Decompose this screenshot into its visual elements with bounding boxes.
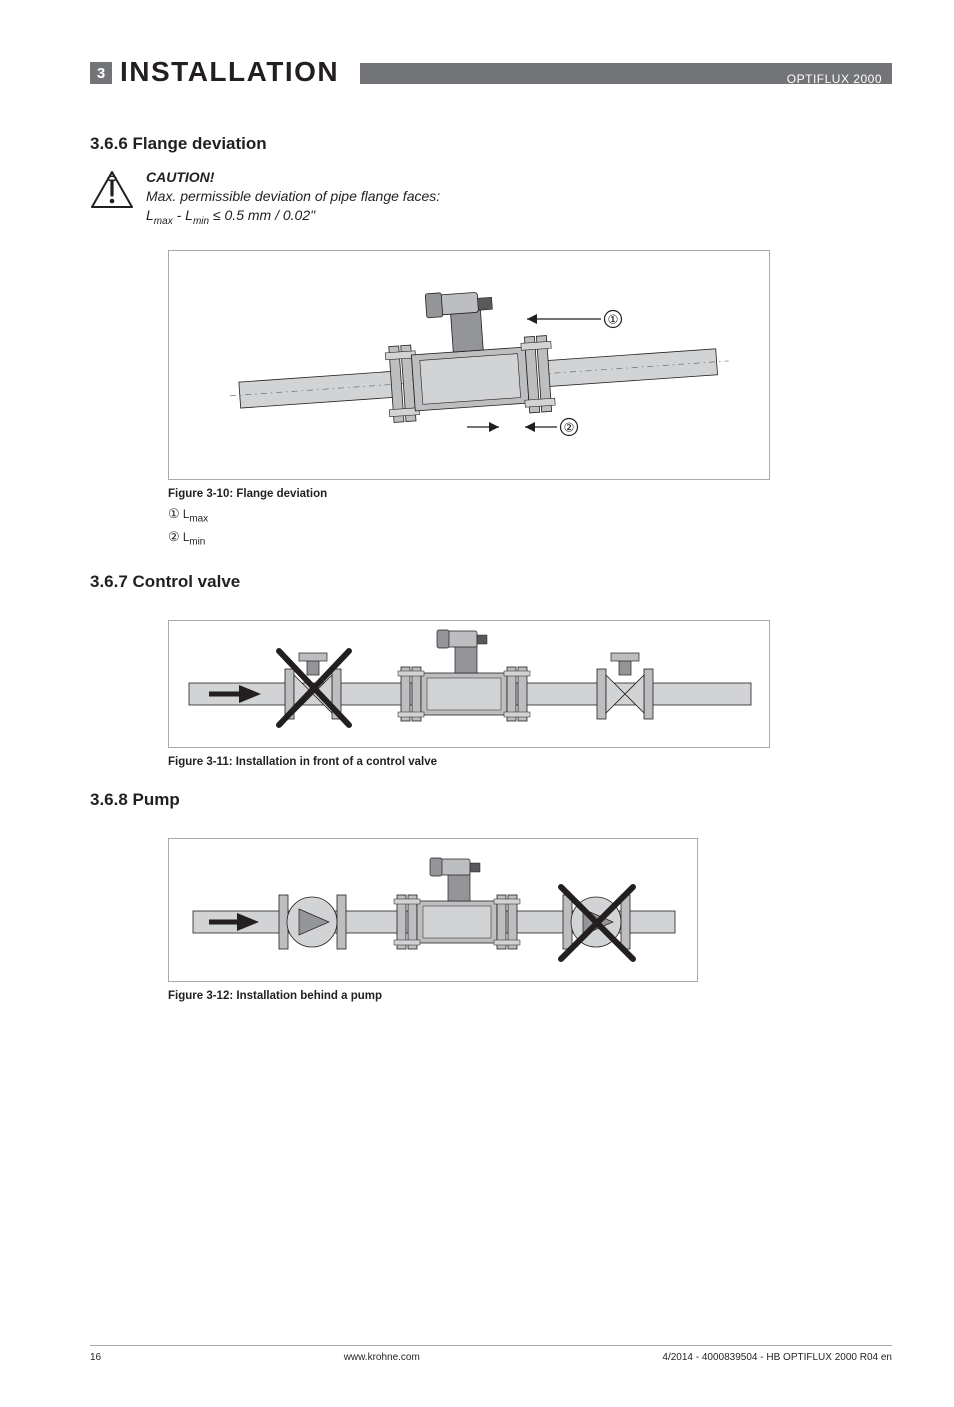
footer-page-number: 16: [90, 1352, 101, 1363]
footer-url: www.krohne.com: [344, 1352, 420, 1363]
figure-3-12-svg: [169, 839, 699, 983]
callout-2: ②: [467, 419, 578, 436]
header-bar: OPTIFLUX 2000: [360, 63, 892, 84]
caution-icon: [90, 170, 134, 210]
footer-doc-rev: 4/2014 - 4000839504 - HB OPTIFLUX 2000 R…: [662, 1352, 892, 1363]
flowmeter-center: [398, 630, 530, 721]
page-footer: 16 www.krohne.com 4/2014 - 4000839504 - …: [90, 1345, 892, 1363]
figure-3-12-caption: Figure 3-12: Installation behind a pump: [168, 990, 892, 1002]
svg-text:①: ①: [608, 313, 619, 327]
heading-367: 3.6.7 Control valve: [90, 572, 892, 592]
flowmeter-center-2: [394, 858, 520, 949]
figure-3-10-legend: ① Lmax ② Lmin: [168, 504, 892, 550]
figure-3-11-svg: [169, 621, 771, 749]
caution-text: CAUTION! Max. permissible deviation of p…: [146, 168, 440, 228]
caution-block: CAUTION! Max. permissible deviation of p…: [90, 168, 892, 228]
document-id: OPTIFLUX 2000: [787, 72, 882, 86]
callout-1: ①: [527, 311, 622, 328]
figure-3-10-caption: Figure 3-10: Flange deviation: [168, 488, 892, 500]
pump-right-wrong: [561, 887, 633, 959]
figure-3-10-svg: ① ②: [169, 251, 771, 481]
figure-3-11-frame: [168, 620, 770, 748]
valve-left-wrong: [279, 651, 349, 725]
figure-3-11-caption: Figure 3-11: Installation in front of a …: [168, 756, 892, 768]
svg-text:②: ②: [564, 421, 575, 435]
heading-366: 3.6.6 Flange deviation: [90, 134, 892, 154]
section-title: INSTALLATION: [120, 56, 339, 88]
figure-3-12-frame: [168, 838, 698, 982]
caution-label: CAUTION!: [146, 169, 214, 185]
page-header: 3 INSTALLATION OPTIFLUX 2000: [90, 56, 892, 98]
caution-line1: Max. permissible deviation of pipe flang…: [146, 188, 440, 204]
heading-368: 3.6.8 Pump: [90, 790, 892, 810]
caution-formula: Lmax - Lmin ≤ 0.5 mm / 0.02": [146, 207, 315, 223]
figure-3-10-frame: ① ②: [168, 250, 770, 480]
pump-correct: [279, 895, 346, 949]
section-number-box: 3: [90, 62, 112, 84]
